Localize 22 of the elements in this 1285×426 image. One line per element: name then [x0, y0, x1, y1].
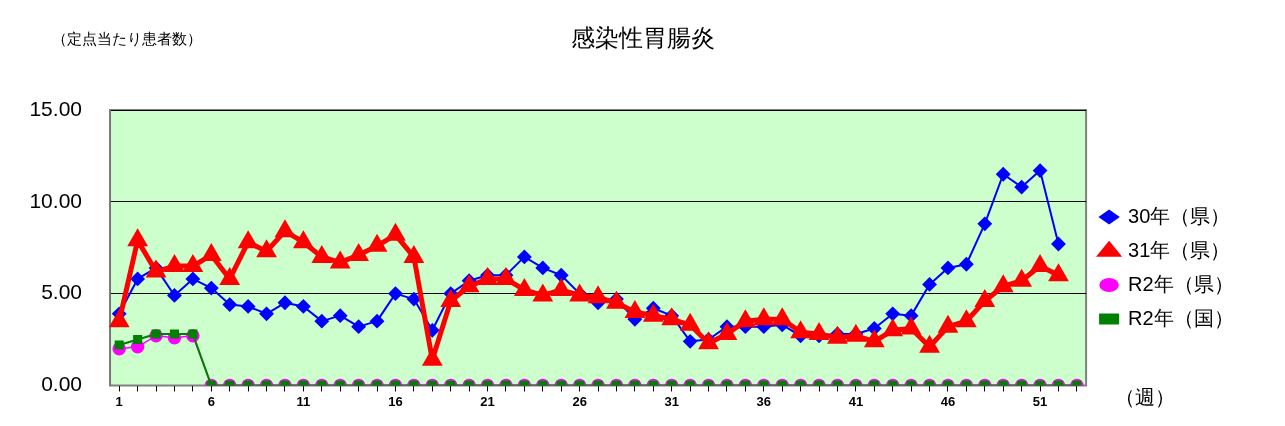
x-tick-label: 11	[296, 393, 311, 409]
legend-label: 30年（県）	[1128, 204, 1264, 227]
x-axis-title: （週）	[1115, 385, 1175, 410]
legend-label: R2年（県）	[1128, 272, 1267, 295]
x-tick-label: 51	[1032, 393, 1048, 409]
legend-label: R2年（国）	[1128, 306, 1267, 329]
x-tick-label: 16	[388, 393, 403, 409]
x-tick-label: 21	[480, 393, 495, 409]
y-tick-label: 15.00	[29, 96, 82, 120]
x-tick-label: 36	[756, 393, 772, 409]
chart-title: 感染性胃腸炎	[570, 24, 715, 51]
x-tick-label: 6	[207, 393, 215, 409]
legend-label: 31年（県）	[1128, 238, 1264, 261]
y-axis-title: （定点当たり患者数）	[52, 30, 202, 49]
y-tick-label: 10.00	[29, 188, 82, 212]
x-tick-label: 1	[115, 393, 123, 409]
x-tick-label: 31	[664, 393, 679, 409]
x-tick-label: 41	[848, 393, 864, 409]
y-tick-label: 0.00	[41, 372, 82, 396]
y-tick-label: 5.00	[41, 280, 82, 304]
x-tick-label: 26	[572, 393, 587, 409]
x-tick-label: 46	[940, 393, 956, 409]
